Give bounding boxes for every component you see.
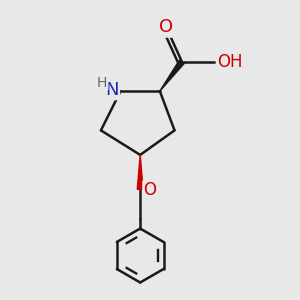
Text: O: O: [143, 182, 157, 200]
Text: OH: OH: [217, 53, 242, 71]
Text: O: O: [159, 18, 173, 36]
Polygon shape: [160, 60, 184, 91]
Text: N: N: [105, 81, 119, 99]
Text: H: H: [97, 76, 107, 89]
Polygon shape: [137, 155, 143, 189]
